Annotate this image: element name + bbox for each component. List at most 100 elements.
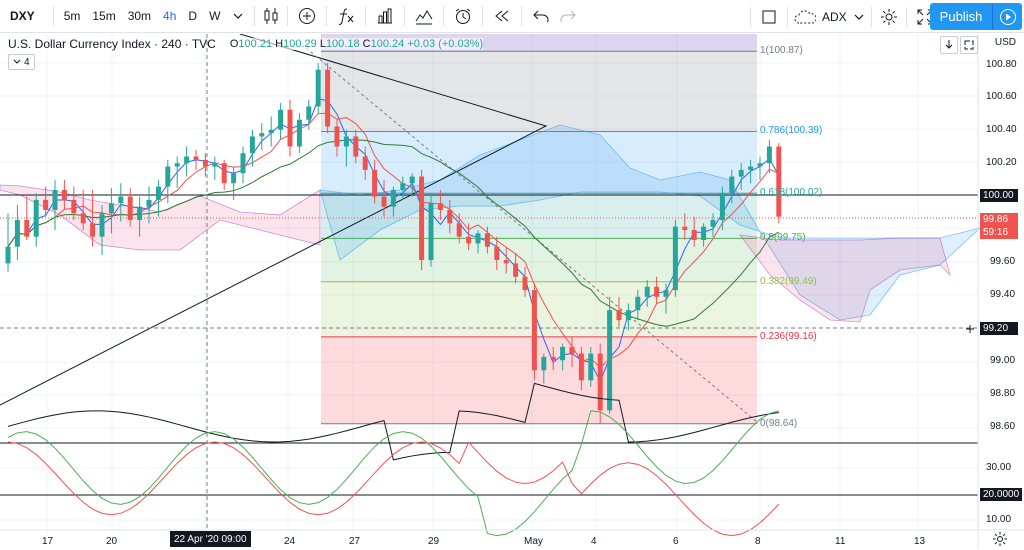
candle-body [287, 109, 293, 147]
candle-body [52, 189, 58, 210]
compare-symbol-icon[interactable] [409, 0, 439, 33]
timeframe-d-button[interactable]: D [188, 9, 198, 23]
cloud-layout-icon[interactable] [792, 0, 818, 33]
candle-body [353, 136, 359, 157]
toolbar-divider [326, 6, 328, 26]
candle-body [748, 166, 754, 170]
chevron-down-icon[interactable] [851, 0, 867, 33]
triangle-trendline [0, 34, 548, 406]
time-axis-label: 27 [349, 536, 361, 547]
symbol-search-button[interactable]: DXY [10, 9, 35, 23]
drawing-lines [0, 34, 978, 534]
series-title[interactable]: U.S. Dollar Currency Index · 240 · TVC [8, 37, 216, 51]
timeframe-4h-button[interactable]: 4h [163, 9, 177, 23]
timeframe-15m-button[interactable]: 15m [92, 9, 116, 23]
add-indicator-plus-icon[interactable] [292, 0, 322, 33]
candle-body [757, 163, 763, 167]
change-value: +0.03 (+0.03%) [407, 38, 484, 50]
undo-icon[interactable] [526, 0, 556, 33]
candle-body [550, 356, 556, 361]
adx-oscillator-pane [0, 382, 978, 537]
candle-body [296, 119, 302, 147]
candle-body [118, 196, 124, 204]
price-level-tag: 100.00 [980, 189, 1018, 202]
toolbar-divider [787, 6, 788, 27]
candle-body [654, 286, 660, 297]
candle-body [494, 246, 500, 261]
time-axis-label: 4 [591, 536, 597, 547]
candle-body [616, 310, 622, 321]
candle-body [766, 146, 772, 164]
timeframe-5m-button[interactable]: 5m [63, 9, 81, 23]
candle-body [710, 219, 716, 227]
toolbar-divider [870, 6, 872, 27]
time-axis-label: 29 [428, 536, 440, 547]
candle-body [400, 183, 406, 190]
candle-body [560, 346, 566, 361]
redo-icon[interactable] [556, 0, 580, 33]
candle-body [325, 69, 331, 127]
timeframe-w-button[interactable]: W [209, 9, 221, 23]
candle-body [719, 193, 725, 220]
price-axis-label: 100.60 [986, 91, 1017, 102]
candle-body [776, 146, 782, 217]
replay-rewind-icon[interactable] [487, 0, 517, 33]
candle-body [691, 230, 697, 241]
candle-body [146, 199, 152, 207]
candle-body [672, 226, 678, 291]
candle-body [165, 166, 171, 187]
timeframe-30m-button[interactable]: 30m [127, 9, 152, 23]
fib-zone [321, 281, 757, 337]
candle-body [240, 153, 246, 174]
candle-body [381, 196, 387, 207]
candle-body [174, 163, 180, 167]
time-axis-label: 13 [914, 536, 926, 547]
chevron-down-icon[interactable] [226, 0, 250, 33]
settings-gear-icon[interactable] [992, 531, 1008, 547]
price-axis-label: 100.20 [986, 157, 1017, 168]
candle-body [663, 290, 669, 297]
osc-axis-label: 30.00 [986, 462, 1012, 473]
financials-bar-icon[interactable] [370, 0, 400, 33]
price-axis-label: 98.80 [990, 388, 1016, 399]
publish-button[interactable]: Publish [930, 3, 992, 30]
candle-body [43, 199, 49, 210]
time-axis-label: 17 [42, 536, 54, 547]
layout-name-label[interactable]: ADX [822, 9, 847, 24]
price-chart-canvas[interactable] [0, 34, 1024, 549]
time-axis-label: 6 [673, 536, 679, 547]
time-axis-label: 24 [284, 536, 296, 547]
indicator-collapse-toggle[interactable]: 4 [8, 54, 35, 70]
candles-chart-type-icon[interactable] [259, 0, 283, 33]
play-circle-icon[interactable] [992, 3, 1022, 30]
maximize-pane-icon[interactable] [960, 36, 978, 54]
candle-body [409, 176, 415, 184]
fib-level-label: 0.618(100.02) [760, 187, 823, 199]
candle-body [578, 353, 584, 381]
scroll-down-arrow-icon[interactable] [940, 36, 958, 54]
time-axis-label: 8 [755, 536, 761, 547]
time-axis-label: 20 [106, 536, 118, 547]
add-alert-plus-icon[interactable] [964, 323, 976, 335]
currency-label[interactable]: USD [994, 37, 1016, 48]
fib-level-label: 0.236(99.16) [760, 330, 817, 342]
alert-clock-icon[interactable] [448, 0, 478, 33]
toolbar-divider [52, 6, 54, 26]
candle-body [484, 233, 490, 247]
candle-body [5, 246, 11, 264]
open-value: 100.21 [238, 38, 273, 50]
price-axis-label: 100.40 [986, 124, 1017, 135]
candle-body [24, 219, 30, 237]
time-axis-label: May [524, 536, 543, 547]
function-fx-icon[interactable] [331, 0, 361, 33]
fib-level-label: 0.5(99.75) [760, 232, 806, 244]
candle-body [447, 209, 453, 224]
fib-level-label: 0(98.64) [760, 417, 798, 429]
candle-body [390, 189, 396, 207]
fullscreen-square-icon[interactable] [755, 0, 783, 33]
price-axis-label: 99.40 [990, 289, 1016, 300]
candle-body [531, 290, 537, 371]
settings-gear-icon[interactable] [876, 0, 902, 33]
fib-trend-dashed-line [305, 47, 758, 423]
candle-body [682, 226, 688, 230]
